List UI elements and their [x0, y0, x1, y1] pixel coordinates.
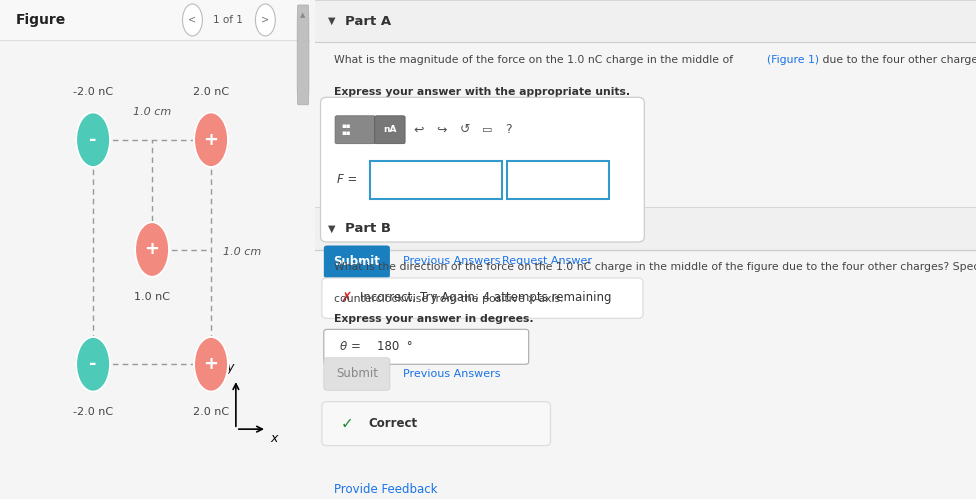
- FancyBboxPatch shape: [298, 5, 308, 105]
- Text: counterclockwise from the positive x-axis.: counterclockwise from the positive x-axi…: [334, 294, 563, 304]
- FancyBboxPatch shape: [324, 246, 390, 278]
- Text: Provide Feedback: Provide Feedback: [334, 483, 437, 496]
- Text: Previous Answers: Previous Answers: [403, 369, 501, 379]
- FancyBboxPatch shape: [315, 0, 976, 42]
- Circle shape: [183, 4, 202, 36]
- Text: Correct: Correct: [368, 417, 417, 430]
- Circle shape: [194, 112, 228, 167]
- FancyBboxPatch shape: [507, 161, 609, 199]
- Text: θ =: θ =: [341, 340, 361, 353]
- Text: ?: ?: [506, 123, 512, 136]
- Text: N: N: [522, 173, 533, 187]
- FancyBboxPatch shape: [0, 0, 310, 40]
- Text: -2.0 nC: -2.0 nC: [73, 87, 113, 97]
- Text: Submit: Submit: [334, 255, 381, 268]
- Text: >: >: [262, 15, 269, 25]
- Text: 1.0 cm: 1.0 cm: [133, 107, 171, 117]
- Text: Request Answer: Request Answer: [503, 256, 592, 266]
- Text: Previous Answers: Previous Answers: [403, 256, 501, 266]
- Text: What is the direction of the force on the 1.0 nC charge in the middle of the fig: What is the direction of the force on th…: [334, 262, 976, 272]
- Text: Part A: Part A: [345, 14, 391, 28]
- Text: ▲: ▲: [301, 12, 305, 18]
- FancyBboxPatch shape: [322, 402, 550, 446]
- Text: nA: nA: [384, 125, 396, 134]
- Text: Express your answer with the appropriate units.: Express your answer with the appropriate…: [334, 87, 630, 97]
- FancyBboxPatch shape: [375, 116, 405, 144]
- FancyBboxPatch shape: [335, 116, 376, 144]
- FancyBboxPatch shape: [324, 329, 529, 364]
- Text: due to the four other charges?: due to the four other charges?: [820, 55, 976, 65]
- FancyBboxPatch shape: [322, 278, 643, 318]
- Text: Submit: Submit: [336, 367, 378, 380]
- Circle shape: [194, 337, 228, 392]
- Text: ▼: ▼: [329, 16, 336, 26]
- Text: F =: F =: [337, 173, 357, 186]
- Text: x: x: [270, 432, 277, 445]
- Text: 180  °: 180 °: [377, 340, 412, 353]
- Text: Incorrect; Try Again; 4 attempts remaining: Incorrect; Try Again; 4 attempts remaini…: [360, 291, 612, 304]
- Text: +: +: [144, 241, 160, 258]
- Text: ↺: ↺: [460, 123, 469, 136]
- Text: ↩: ↩: [413, 123, 424, 136]
- Text: 6.2 • 10: 6.2 • 10: [380, 173, 436, 187]
- Text: Figure: Figure: [16, 13, 65, 27]
- Text: <: <: [188, 15, 196, 25]
- Text: ▪▪
▪▪: ▪▪ ▪▪: [341, 123, 350, 136]
- FancyBboxPatch shape: [370, 161, 503, 199]
- Text: 1 of 1: 1 of 1: [213, 15, 243, 25]
- Circle shape: [76, 337, 110, 392]
- Text: ↪: ↪: [436, 123, 447, 136]
- Text: +: +: [204, 355, 219, 373]
- FancyBboxPatch shape: [320, 97, 644, 242]
- Text: Express your answer in degrees.: Express your answer in degrees.: [334, 314, 533, 324]
- Text: 2.0 nC: 2.0 nC: [193, 87, 229, 97]
- Text: ▭: ▭: [482, 125, 493, 135]
- Text: What is the magnitude of the force on the 1.0 nC charge in the middle of: What is the magnitude of the force on th…: [334, 55, 736, 65]
- Text: (Figure 1): (Figure 1): [766, 55, 819, 65]
- Text: ▼: ▼: [329, 223, 336, 234]
- Circle shape: [135, 222, 169, 277]
- Text: -: -: [90, 355, 97, 373]
- Text: +: +: [204, 131, 219, 149]
- Circle shape: [76, 112, 110, 167]
- FancyBboxPatch shape: [315, 207, 976, 250]
- Text: 1.0 cm: 1.0 cm: [224, 247, 262, 257]
- Text: ✗: ✗: [341, 291, 352, 305]
- FancyBboxPatch shape: [324, 358, 390, 390]
- Text: 2.0 nC: 2.0 nC: [193, 407, 229, 417]
- Text: y: y: [226, 361, 233, 374]
- Text: −4: −4: [460, 161, 473, 171]
- Text: Part B: Part B: [345, 222, 391, 235]
- Text: 1.0 nC: 1.0 nC: [134, 292, 170, 302]
- Text: ✓: ✓: [341, 416, 353, 431]
- Text: -: -: [90, 131, 97, 149]
- Circle shape: [256, 4, 275, 36]
- Text: -2.0 nC: -2.0 nC: [73, 407, 113, 417]
